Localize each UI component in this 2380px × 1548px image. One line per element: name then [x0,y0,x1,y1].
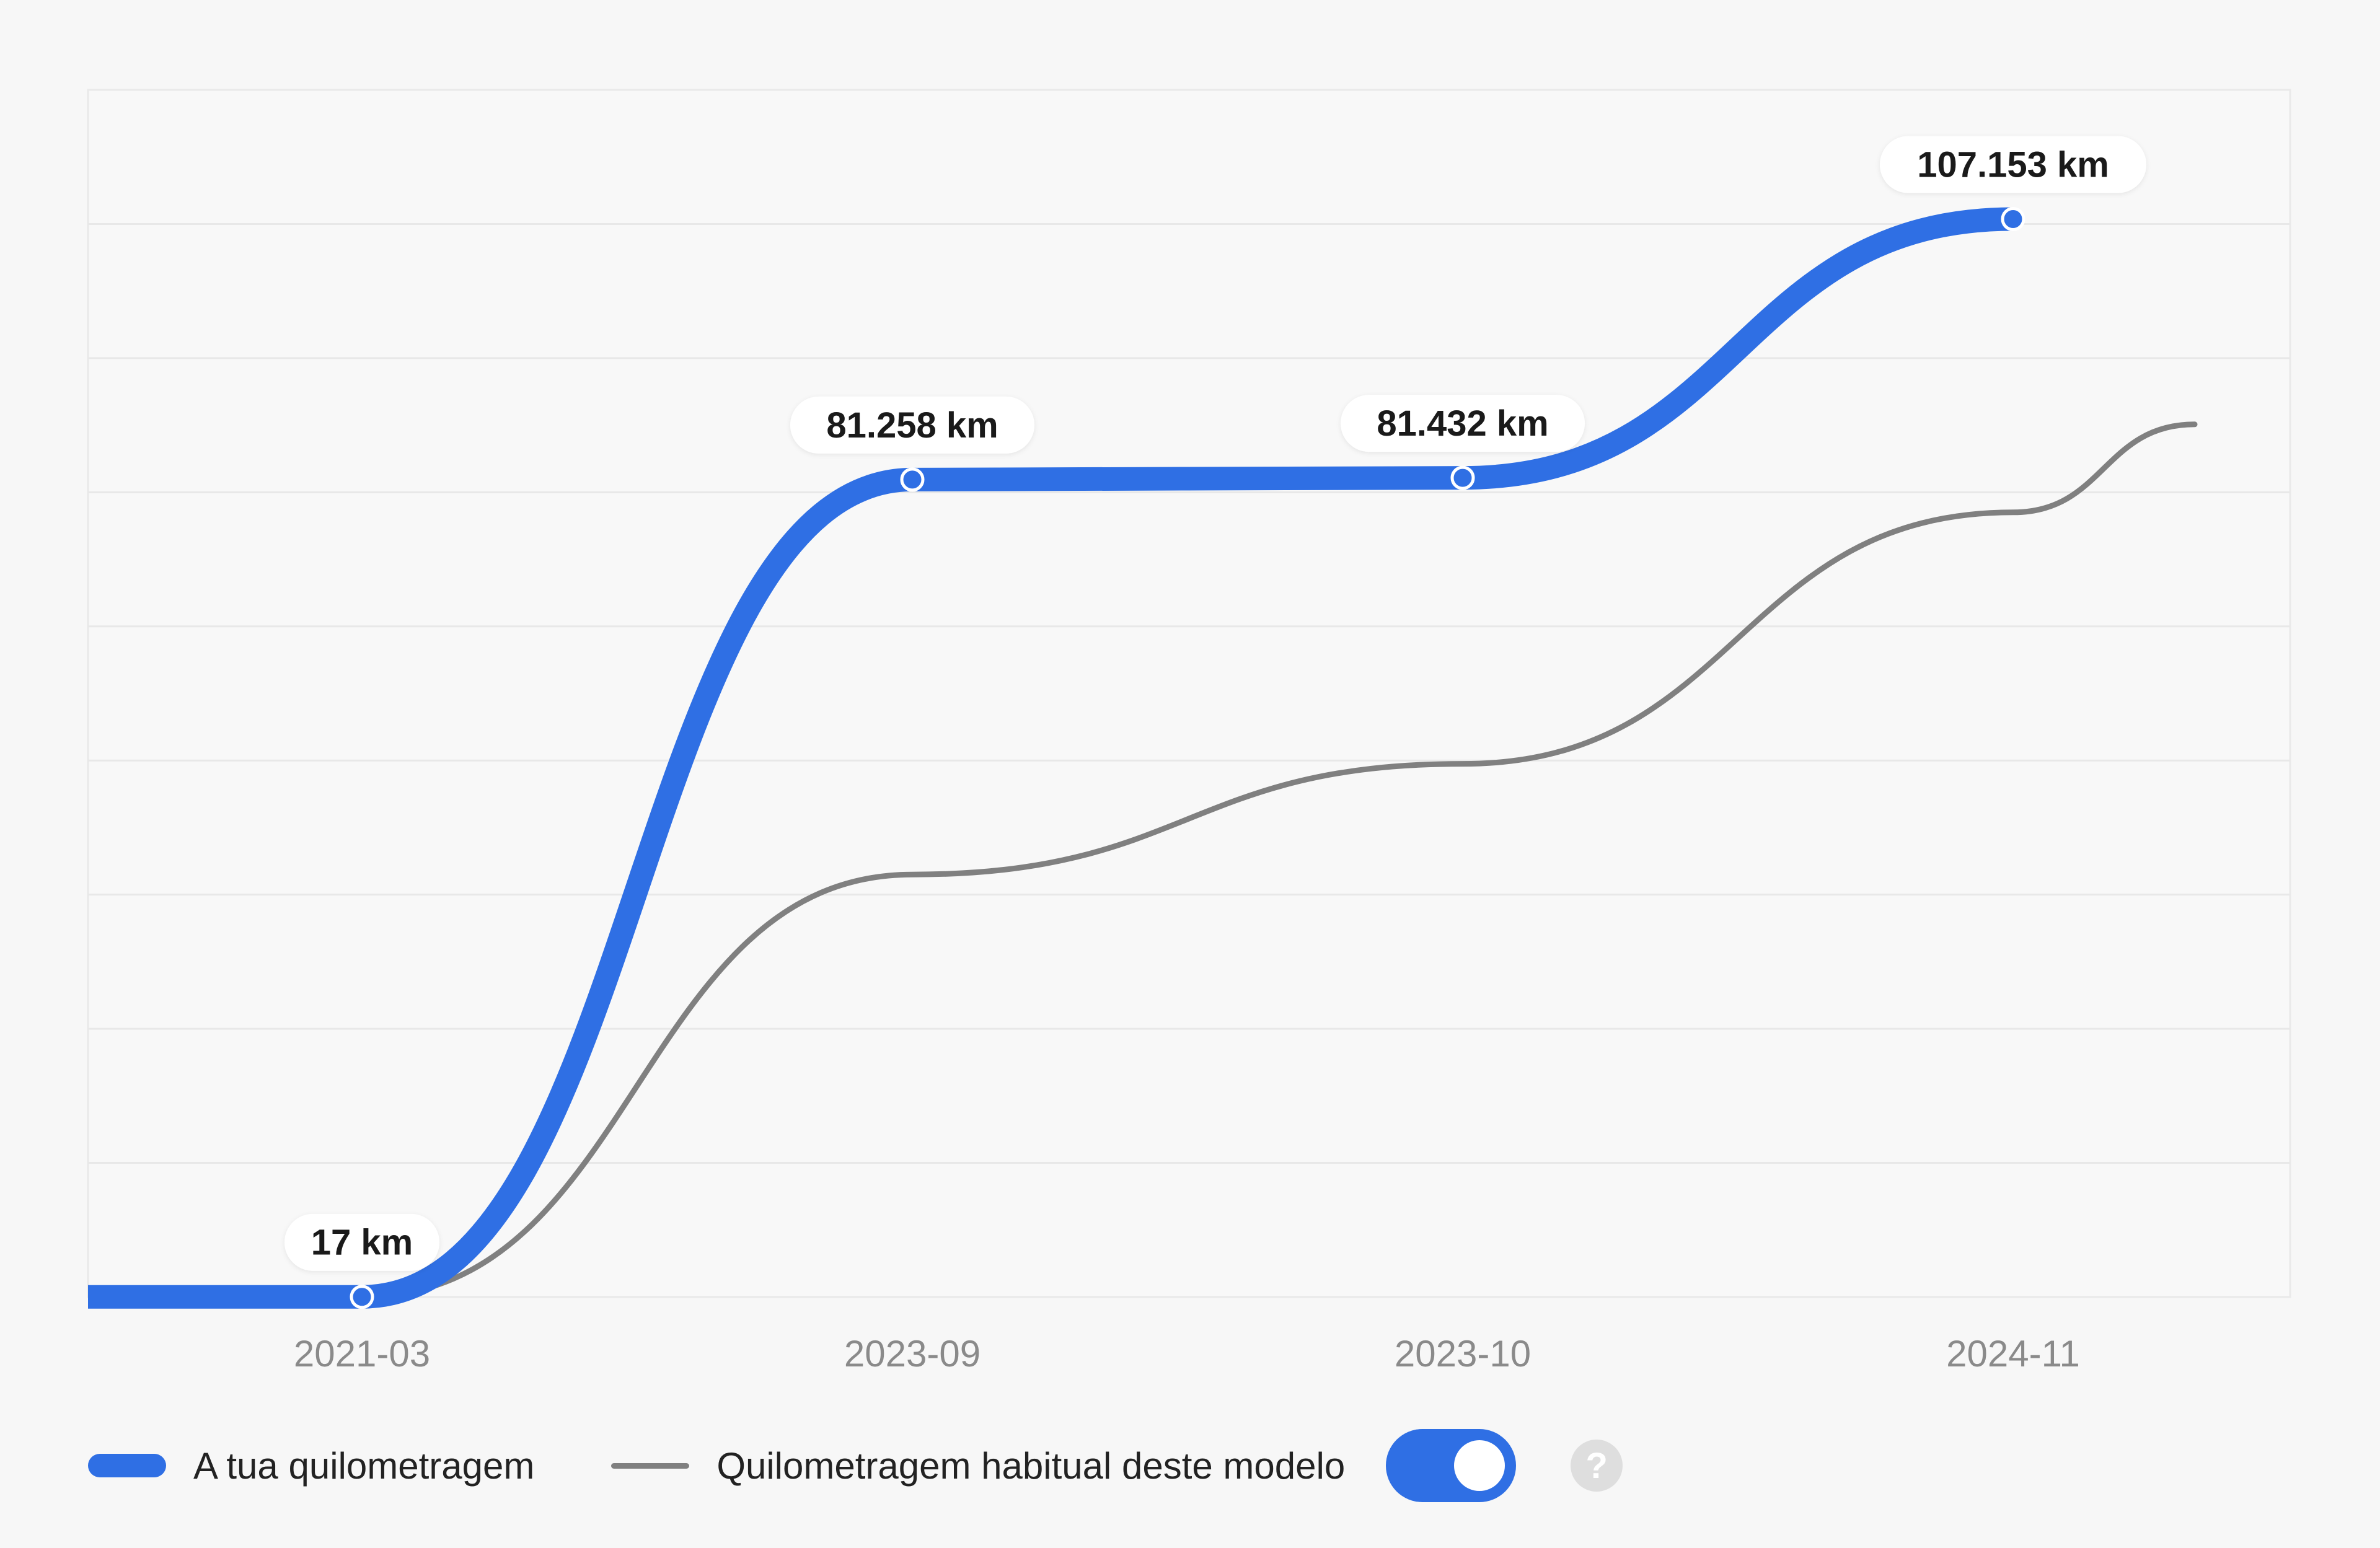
data-label: 107.153 km [1917,145,2109,185]
series-line-user [88,207,2014,1309]
legend-item-typical[interactable]: Quilometragem habitual deste modelo [534,1445,1345,1487]
data-labels: 17 km 81.258 km 81.432 km 107.153 km [284,136,2146,1271]
data-point[interactable] [350,1285,374,1309]
data-label: 81.258 km [826,405,998,446]
x-axis-ticks: 2021-03 2023-09 2023-10 2024-11 [294,1333,2080,1374]
plot-background [87,89,2291,1298]
x-tick-label: 2024-11 [1946,1333,2080,1374]
data-label-pill [1880,136,2146,193]
legend: A tua quilometragem Quilometragem habitu… [88,1425,1623,1506]
data-label-pill [284,1213,439,1271]
legend-swatch-typical [611,1462,690,1469]
data-label: 17 km [311,1223,413,1263]
help-glyph: ? [1585,1445,1608,1486]
x-tick-label: 2023-10 [1395,1333,1531,1374]
series-line-typical [359,421,2198,1300]
data-point[interactable] [1450,465,1475,490]
typical-mileage-toggle[interactable] [1386,1429,1517,1502]
legend-label-user: A tua quilometragem [193,1445,535,1487]
toggle-knob [1454,1440,1505,1491]
data-label: 81.432 km [1377,403,1548,444]
data-label-pill [1341,395,1585,452]
data-points [350,207,2025,1309]
data-label-pill [790,396,1034,454]
x-tick-label: 2021-03 [294,1333,430,1374]
help-icon[interactable]: ? [1571,1440,1623,1492]
series-lines [88,207,2198,1309]
legend-label-typical: Quilometragem habitual deste modelo [716,1445,1346,1487]
data-point[interactable] [900,467,925,492]
grid-lines [88,222,2290,1164]
x-tick-label: 2023-09 [844,1333,981,1374]
legend-swatch-user [88,1454,166,1477]
data-point[interactable] [2001,207,2025,232]
legend-item-user[interactable]: A tua quilometragem [88,1445,534,1487]
